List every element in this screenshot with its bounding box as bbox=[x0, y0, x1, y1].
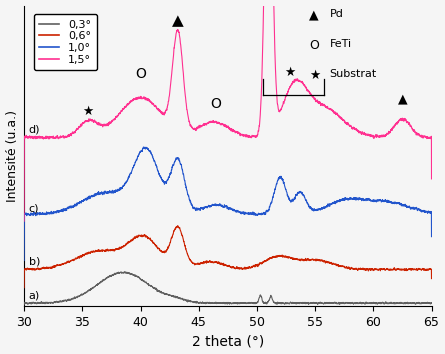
Text: b): b) bbox=[29, 257, 40, 267]
Text: FeTi: FeTi bbox=[330, 39, 352, 48]
Text: ★: ★ bbox=[309, 69, 320, 82]
Text: ▲: ▲ bbox=[309, 8, 319, 22]
Text: ★: ★ bbox=[82, 104, 94, 118]
Y-axis label: Intensité (u.a.): Intensité (u.a.) bbox=[5, 110, 19, 202]
Text: O: O bbox=[211, 97, 222, 112]
Text: Substrat: Substrat bbox=[330, 69, 377, 79]
Text: O: O bbox=[135, 67, 146, 81]
Legend: 0,3°, 0,6°, 1,0°, 1,5°: 0,3°, 0,6°, 1,0°, 1,5° bbox=[34, 14, 97, 70]
Text: d): d) bbox=[29, 125, 40, 135]
Text: Pd: Pd bbox=[330, 8, 344, 18]
X-axis label: 2 theta (°): 2 theta (°) bbox=[192, 335, 264, 348]
Text: ▲: ▲ bbox=[172, 13, 184, 28]
Text: ▲: ▲ bbox=[397, 92, 407, 105]
Text: a): a) bbox=[29, 290, 40, 301]
Text: ★: ★ bbox=[284, 66, 295, 79]
Text: O: O bbox=[309, 39, 319, 52]
Text: c): c) bbox=[29, 203, 39, 213]
